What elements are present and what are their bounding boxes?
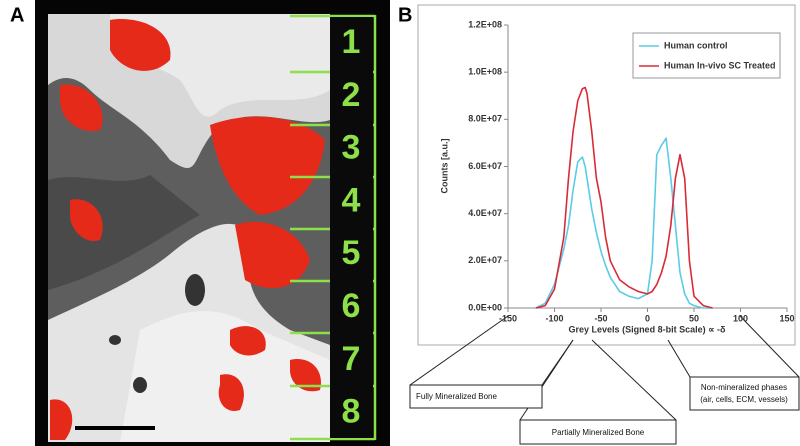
annotation-box <box>689 376 800 411</box>
annotation: (air, cells, ECM, vessels) <box>700 395 788 404</box>
y-tick-label: 6.0E+07 <box>468 161 502 171</box>
series-line <box>535 137 713 309</box>
y-tick-label: 4.0E+07 <box>468 208 502 218</box>
annotation: Non-mineralized phases <box>701 383 787 392</box>
panel-label: B <box>398 4 412 26</box>
x-tick-label: -150 <box>499 313 517 323</box>
x-tick-label: 100 <box>733 313 748 323</box>
y-tick-label: 1.2E+08 <box>468 19 502 29</box>
x-tick-label: 50 <box>689 313 699 323</box>
annotation-box <box>519 419 677 445</box>
x-tick-label: 150 <box>779 313 794 323</box>
legend <box>632 32 781 79</box>
annotation-box <box>409 384 543 409</box>
x-tick-label: -50 <box>594 313 607 323</box>
annotation: Partially Mineralized Bone <box>552 428 645 437</box>
section-number: 8 <box>342 393 361 431</box>
panel-label: A <box>10 4 24 26</box>
section-number: 4 <box>342 181 361 219</box>
section-number: 3 <box>342 129 361 167</box>
x-axis-title: Grey Levels (Signed 8-bit Scale) ∝ -δ <box>569 324 726 334</box>
y-axis-title: Counts [a.u.] <box>439 139 449 194</box>
section-number: 6 <box>342 287 361 325</box>
section-number: 7 <box>342 340 361 378</box>
annotation: Fully Mineralized Bone <box>416 392 497 401</box>
section-number: 5 <box>342 234 361 272</box>
legend-label: Human control <box>664 40 728 50</box>
y-tick-label: 2.0E+07 <box>468 255 502 265</box>
micrograph <box>35 0 390 446</box>
legend-label: Human In-vivo SC Treated <box>664 60 776 70</box>
x-tick-label: -100 <box>545 313 563 323</box>
section-number: 2 <box>342 76 361 114</box>
y-tick-label: 1.0E+08 <box>468 67 502 77</box>
y-tick-label: 8.0E+07 <box>468 114 502 124</box>
series-line <box>535 86 713 309</box>
y-tick-label: 0.0E+00 <box>468 302 502 312</box>
section-number: 1 <box>342 23 361 61</box>
x-tick-label: 0 <box>645 313 650 323</box>
